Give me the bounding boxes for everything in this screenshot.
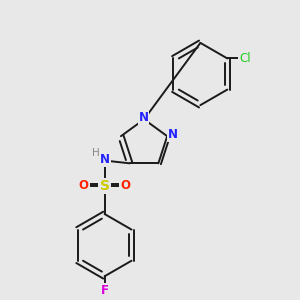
Text: O: O bbox=[120, 179, 130, 192]
Text: N: N bbox=[167, 128, 178, 141]
Text: H: H bbox=[92, 148, 100, 158]
Text: S: S bbox=[100, 179, 110, 193]
Text: O: O bbox=[79, 179, 89, 192]
Text: N: N bbox=[139, 111, 148, 124]
Text: F: F bbox=[100, 284, 109, 297]
Text: Cl: Cl bbox=[239, 52, 251, 65]
Text: N: N bbox=[100, 153, 110, 166]
